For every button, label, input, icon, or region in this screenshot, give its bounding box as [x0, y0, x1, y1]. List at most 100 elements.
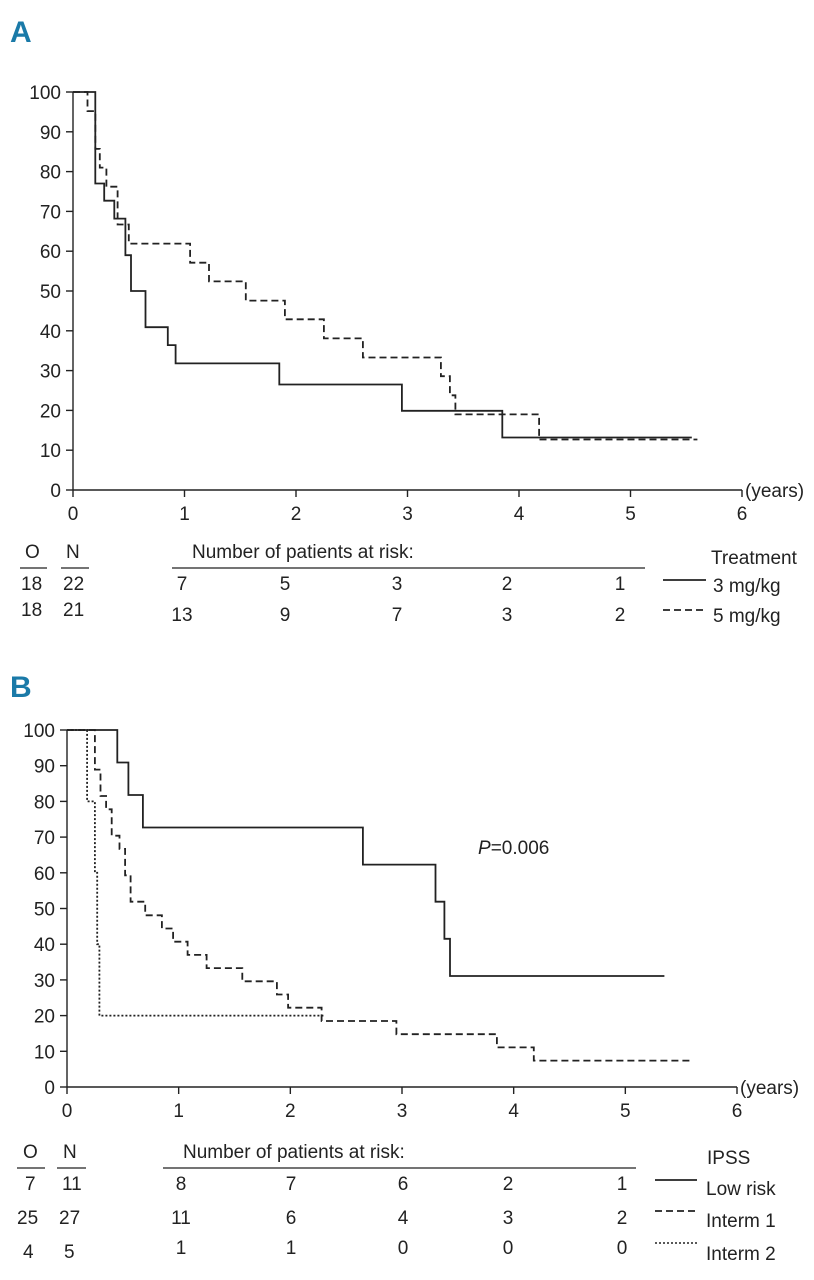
risk-count: 9 [280, 605, 291, 626]
x-tick-label: 0 [68, 504, 79, 525]
y-tick-label: 0 [50, 481, 61, 502]
risk-count: 0 [398, 1238, 409, 1259]
risk-row-n: 22 [63, 574, 84, 595]
x-tick-label: 0 [62, 1101, 73, 1122]
risk-row-n: 11 [62, 1174, 82, 1195]
risk-count: 2 [503, 1174, 514, 1195]
panel-a-curves [73, 91, 698, 441]
y-tick-label: 100 [23, 721, 55, 742]
panel-a-risk-title: Number of patients at risk: [192, 542, 414, 563]
risk-row-o: 7 [25, 1174, 36, 1195]
y-tick-label: 70 [40, 202, 61, 223]
panel-b-risk-title: Number of patients at risk: [183, 1142, 405, 1163]
x-tick-label: 3 [397, 1101, 408, 1122]
risk-row-o: 18 [21, 600, 42, 621]
x-tick-label: 3 [402, 504, 413, 525]
y-tick-label: 90 [34, 757, 55, 778]
risk-count: 1 [176, 1238, 187, 1259]
risk-count: 2 [617, 1208, 628, 1229]
legend-label: Interm 1 [706, 1211, 776, 1232]
risk-count: 0 [503, 1238, 514, 1259]
x-tick-label: 6 [732, 1101, 743, 1122]
panel-a-x-label: (years) [745, 481, 804, 502]
risk-row-n: 27 [59, 1208, 80, 1229]
panel-b-letter: B [10, 671, 32, 704]
p-value-rest: =0.006 [491, 838, 550, 859]
panel-a-letter: A [10, 16, 32, 49]
panel-b-legend-title: IPSS [707, 1148, 750, 1169]
panel-b-x-label: (years) [740, 1078, 799, 1099]
panel-b-header-o: O [23, 1142, 38, 1163]
y-tick-label: 90 [40, 123, 61, 144]
risk-row-o: 4 [23, 1242, 34, 1263]
risk-count: 7 [286, 1174, 297, 1195]
x-tick-label: 4 [514, 504, 525, 525]
y-tick-label: 40 [40, 322, 61, 343]
x-tick-label: 5 [620, 1101, 631, 1122]
legend-label: 3 mg/kg [713, 576, 781, 597]
risk-count: 1 [617, 1174, 628, 1195]
panel-b-risk-row: 7 11 8 7 6 2 1 Low risk [25, 1174, 776, 1200]
y-tick-label: 50 [34, 900, 55, 921]
panel-a-x-axis: 0 1 2 3 4 5 6 [68, 490, 748, 525]
risk-count: 13 [171, 605, 192, 626]
panel-b-risk-row: 4 5 1 1 0 0 0 Interm 2 [23, 1238, 776, 1265]
risk-row-o: 18 [21, 574, 42, 595]
y-tick-label: 30 [40, 362, 61, 383]
legend-label: Low risk [706, 1179, 776, 1200]
p-value-p: P [478, 838, 491, 859]
y-tick-label: 70 [34, 828, 55, 849]
panel-a-header-n: N [66, 542, 80, 563]
risk-row-n: 5 [64, 1242, 75, 1263]
y-tick-label: 0 [44, 1078, 55, 1099]
panel-b-curves [67, 729, 693, 1062]
x-tick-label: 5 [625, 504, 636, 525]
risk-count: 3 [392, 574, 403, 595]
risk-row-n: 21 [63, 600, 84, 621]
series-line-3-mg-kg [73, 91, 692, 439]
x-tick-label: 4 [508, 1101, 519, 1122]
risk-count: 1 [286, 1238, 297, 1259]
risk-count: 8 [176, 1174, 187, 1195]
y-tick-label: 20 [34, 1007, 55, 1028]
panel-b-header-n: N [63, 1142, 77, 1163]
risk-count: 6 [398, 1174, 409, 1195]
panel-b-x-axis: 0 1 2 3 4 5 6 [62, 1087, 743, 1122]
x-tick-label: 6 [737, 504, 748, 525]
p-value-annotation: P=0.006 [478, 838, 549, 859]
series-line-5-mg-kg [73, 91, 698, 441]
x-tick-label: 2 [285, 1101, 296, 1122]
y-tick-label: 30 [34, 971, 55, 992]
y-tick-label: 10 [34, 1042, 55, 1063]
risk-count: 4 [398, 1208, 409, 1229]
series-line-interm-1 [67, 729, 693, 1062]
series-line-low-risk [67, 729, 665, 977]
panel-a-y-axis: 0 10 20 30 40 50 60 70 80 90 100 [29, 83, 73, 502]
y-tick-label: 60 [34, 864, 55, 885]
risk-count: 7 [177, 574, 188, 595]
y-tick-label: 100 [29, 83, 61, 104]
panel-a-header-o: O [25, 542, 40, 563]
x-tick-label: 1 [173, 1101, 184, 1122]
panel-a-risk-row: 18 22 7 5 3 2 1 3 mg/kg [21, 574, 781, 597]
risk-count: 1 [615, 574, 626, 595]
y-tick-label: 20 [40, 401, 61, 422]
y-tick-label: 80 [34, 792, 55, 813]
panel-a-legend-title: Treatment [711, 548, 798, 569]
risk-count: 5 [280, 574, 291, 595]
x-tick-label: 1 [179, 504, 190, 525]
risk-count: 2 [502, 574, 513, 595]
y-tick-label: 10 [40, 441, 61, 462]
x-tick-label: 2 [291, 504, 302, 525]
risk-row-o: 25 [17, 1208, 38, 1229]
panel-a: A 0 10 20 30 40 50 60 70 80 90 100 0 1 2 3 4 5 6 (years)… [10, 16, 804, 627]
panel-a-risk-row: 18 21 13 9 7 3 2 5 mg/kg [21, 600, 781, 627]
y-tick-label: 50 [40, 282, 61, 303]
risk-count: 2 [615, 605, 626, 626]
series-line-interm-2 [67, 729, 324, 1017]
risk-count: 6 [286, 1208, 297, 1229]
risk-count: 3 [502, 605, 513, 626]
panel-b-risk-row: 25 27 11 6 4 3 2 Interm 1 [17, 1208, 776, 1232]
